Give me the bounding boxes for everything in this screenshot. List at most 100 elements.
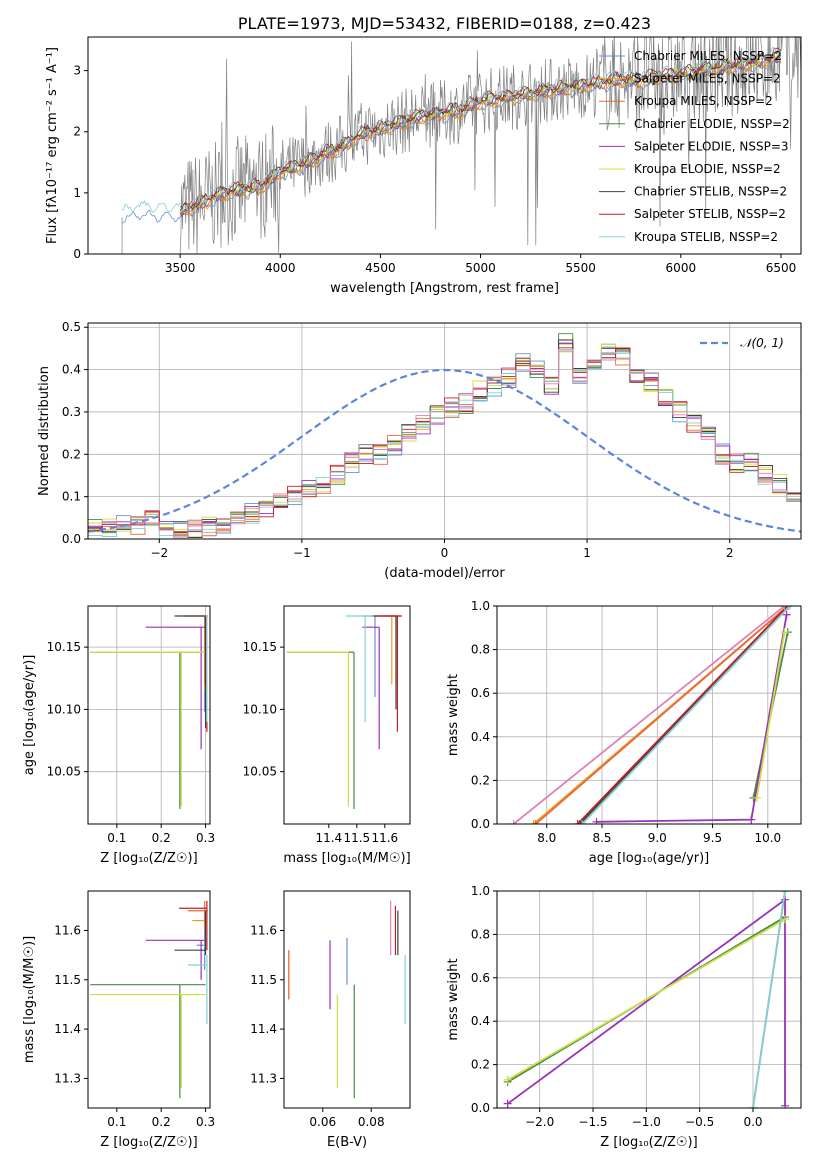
mass-weight-line-7 <box>577 606 789 824</box>
mass-weight-marker-5 <box>752 793 761 802</box>
legend-entry: 𝒩(0, 1) <box>740 336 784 350</box>
x-tick-label: 6000 <box>666 261 697 275</box>
axes-frame <box>496 890 802 1109</box>
y-tick-label: 0.2 <box>471 773 490 787</box>
grid-lines <box>88 323 801 540</box>
x-tick-label: 2 <box>726 546 734 560</box>
x-tick-label: 11.5 <box>343 831 370 845</box>
mass-weight-marker-4 <box>782 610 791 619</box>
legend-entry: Chabrier STELIB, NSSP=2 <box>634 185 787 199</box>
axes: 11.4 11.5 11.6 10.05 10.10 10.15 mass [log₁₀(M… <box>243 605 411 866</box>
y-axis-label: Flux [fλ10⁻¹⁷ erg cm⁻² s⁻¹ A⁻¹] <box>45 47 60 244</box>
y-axis-label: mass weight <box>446 958 461 1040</box>
mass-weight-marker-7 <box>573 820 582 824</box>
x-tick-label: −1.0 <box>632 1115 661 1129</box>
x-tick-label: 0.06 <box>309 1115 336 1129</box>
legend: 𝒩(0, 1) <box>700 336 784 350</box>
mass-weight-marker-9 <box>780 606 789 610</box>
axes-frame <box>496 605 802 825</box>
y-tick-label: 1.0 <box>471 884 490 898</box>
mass-weight-line-9 <box>513 606 785 824</box>
x-tick-label: 0.3 <box>196 831 215 845</box>
y-axis-label: age [log₁₀(age/yr)] <box>22 655 37 776</box>
residual-histogram-panel: −2 −1 0 1 2 0.0 0.1 0.2 0.3 0.4 0.5 (data-model)/er… <box>37 320 802 581</box>
histogram-step-4 <box>88 342 801 528</box>
x-tick-label: −1.5 <box>578 1115 607 1129</box>
plot-area <box>88 333 801 539</box>
x-tick-label: 0.3 <box>196 1115 215 1129</box>
x-axis-label: age [log₁₀(age/yr)] <box>589 851 710 866</box>
histogram-step-7 <box>88 347 801 533</box>
chart-title: PLATE=1973, MJD=53432, FIBERID=0188, z=0… <box>238 14 651 33</box>
mass-weight-marker-4 <box>503 1075 512 1084</box>
axes-frame <box>283 890 411 1109</box>
x-tick-label: −2 <box>150 546 168 560</box>
axes-frame <box>87 890 211 1109</box>
axes: −2 −1 0 1 2 0.0 0.1 0.2 0.3 0.4 0.5 (data-model)/er… <box>37 320 802 581</box>
plot-area <box>288 900 406 1099</box>
y-tick-label: 11.6 <box>54 923 81 937</box>
x-tick-label: 8.0 <box>537 831 556 845</box>
mass-weight-marker-3 <box>503 1099 512 1108</box>
y-tick-label: 0.6 <box>471 971 490 985</box>
y-tick-label: 0.4 <box>62 363 81 377</box>
histogram-step-1 <box>88 343 801 536</box>
mass-weight-marker-3 <box>781 1101 789 1108</box>
y-tick-label: 2 <box>73 125 81 139</box>
legend-entry: Chabrier MILES, NSSP=2 <box>634 49 782 63</box>
x-tick-label: 0.1 <box>107 1115 126 1129</box>
spectrum-panel: 3500 4000 4500 5000 5500 6000 6500 0 1 2 3 waveleng… <box>45 14 802 296</box>
mass-weight-marker-8 <box>578 820 587 824</box>
axes: 3500 4000 4500 5000 5500 6000 6500 0 1 2 3 waveleng… <box>45 14 802 296</box>
y-tick-label: 1 <box>73 186 81 200</box>
mass-weight-line-8 <box>581 606 791 824</box>
axes: 0.1 0.2 0.3 11.3 11.4 11.5 11.6 Z [log₁₀(Z/Z☉)]… <box>22 890 215 1150</box>
x-tick-label: 0.2 <box>152 1115 171 1129</box>
x-tick-label: 10.0 <box>754 831 781 845</box>
x-axis-label: Z [log₁₀(Z/Z☉)] <box>100 851 197 866</box>
axes: 8.0 8.5 9.0 9.5 10.0 0.0 0.2 0.4 0.6 0.8 1.0 age [l… <box>446 599 802 866</box>
model-spectrum-7 <box>179 47 782 210</box>
x-axis-label: Z [log₁₀(Z/Z☉)] <box>100 1135 197 1150</box>
legend-entry: Salpeter ELODIE, NSSP=3 <box>634 139 789 153</box>
y-tick-label: 11.3 <box>250 1071 277 1085</box>
x-tick-label: 9.0 <box>648 831 667 845</box>
axes: 0.06 0.08 11.3 11.4 11.5 11.6 E(B-V) <box>250 890 411 1150</box>
x-axis-label: E(B-V) <box>327 1135 367 1150</box>
y-tick-label: 11.6 <box>250 923 277 937</box>
plot-area <box>121 37 801 254</box>
x-tick-label: 4500 <box>365 261 396 275</box>
mass-weight-line-2 <box>535 606 789 824</box>
y-tick-label: 0.8 <box>471 643 490 657</box>
x-tick-label: 11.4 <box>315 831 342 845</box>
y-tick-label: 11.5 <box>250 973 277 987</box>
histogram-step-2 <box>88 339 801 537</box>
plot-area <box>90 900 208 1099</box>
x-tick-label: 11.6 <box>371 831 398 845</box>
axes: 0.1 0.2 0.3 10.05 10.10 10.15 Z [log₁₀(Z/Z☉)] a… <box>22 605 215 866</box>
plot-area <box>286 615 402 810</box>
y-tick-label: 0.4 <box>471 1014 490 1028</box>
x-axis-label: wavelength [Angstrom, rest frame] <box>330 281 559 296</box>
mass-weight-marker-4 <box>781 915 789 924</box>
mass-weight-marker-4 <box>747 815 756 824</box>
legend-entry: Kroupa ELODIE, NSSP=2 <box>634 162 781 176</box>
legend: Chabrier MILES, NSSP=2 Salpeter MILES, NS… <box>599 49 790 244</box>
x-axis-label: mass [log₁₀(M/M☉)] <box>283 851 410 866</box>
x-tick-label: 3500 <box>165 261 196 275</box>
x-tick-label: 0.0 <box>743 1115 762 1129</box>
mass-weight-marker-5 <box>749 1104 757 1108</box>
histogram-step-6 <box>88 339 801 538</box>
y-tick-label: 0.6 <box>471 686 490 700</box>
histogram-step-9 <box>88 350 801 539</box>
y-tick-label: 0 <box>73 247 81 261</box>
y-tick-label: 0.1 <box>62 490 81 504</box>
y-tick-label: 3 <box>73 64 81 78</box>
x-tick-label: 0.08 <box>358 1115 385 1129</box>
mass-weight-marker-9 <box>509 820 518 824</box>
legend-entry: Chabrier ELODIE, NSSP=2 <box>634 117 790 131</box>
y-tick-label: 0.5 <box>62 320 81 334</box>
axes-frame <box>87 36 802 255</box>
age-vs-mass-panel: 11.4 11.5 11.6 10.05 10.10 10.15 mass [log₁₀(M… <box>243 605 411 866</box>
